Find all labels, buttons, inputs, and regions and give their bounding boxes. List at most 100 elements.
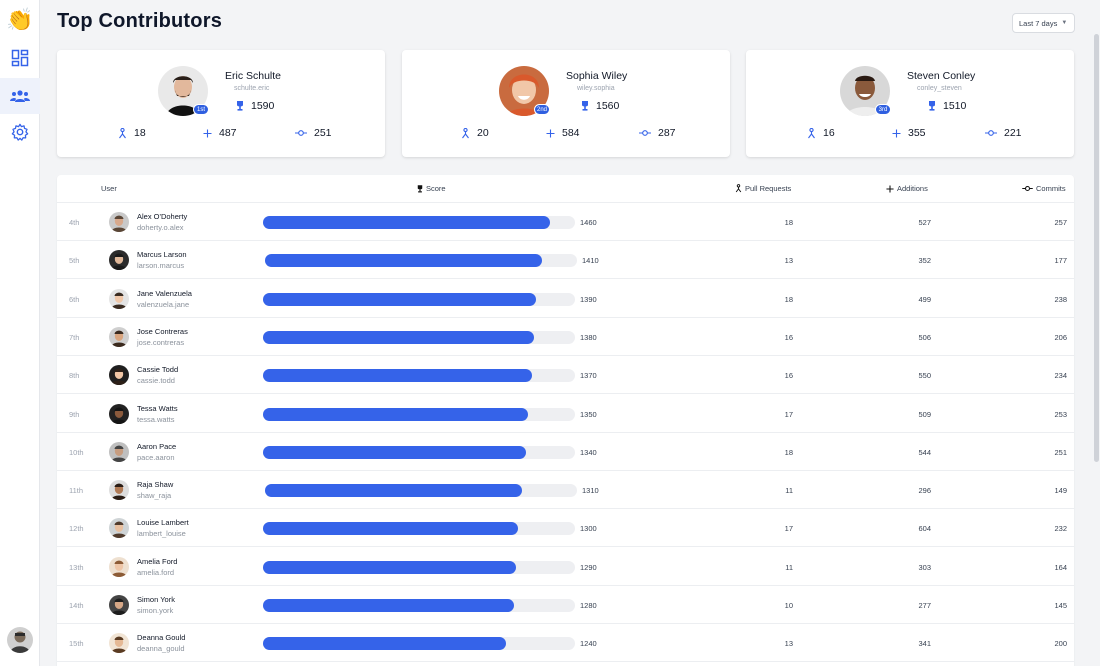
- additions-value: 550: [918, 371, 931, 381]
- header-user-label: User: [101, 184, 117, 193]
- score-value: 1290: [580, 562, 597, 572]
- header-user[interactable]: User: [101, 184, 117, 193]
- current-user-avatar[interactable]: [7, 627, 33, 653]
- commits-value: 221: [1004, 127, 1022, 139]
- additions-value: 506: [918, 332, 931, 342]
- additions-value: 355: [908, 127, 926, 139]
- contributor-handle: simon.york: [137, 606, 174, 615]
- score-bar: [263, 599, 575, 612]
- contributor-name: Marcus Larson: [137, 250, 187, 260]
- pull-requests-value: 16: [784, 332, 793, 342]
- score-bar-fill: [265, 254, 542, 268]
- score-value: 1460: [580, 218, 597, 227]
- pull-requests-value: 13: [784, 639, 793, 649]
- avatar: [109, 212, 129, 232]
- date-range-label: Last 7 days: [1019, 18, 1058, 28]
- pull-requests-value: 11: [785, 562, 793, 572]
- avatar: [109, 288, 129, 309]
- trophy-icon: [417, 184, 423, 193]
- table-row[interactable]: 11th Raja Shaw shaw_raja 1310 11 296 149: [57, 471, 1074, 510]
- top-contributor-card-1[interactable]: 1st Eric Schulte schulte.eric 1590 18 48…: [57, 50, 385, 157]
- table-row[interactable]: 7th Jose Contreras jose.contreras 1380 16 506…: [57, 318, 1074, 356]
- date-range-select[interactable]: Last 7 days ▼: [1012, 13, 1075, 33]
- header-commits[interactable]: Commits: [1022, 184, 1066, 193]
- header-additions[interactable]: Additions: [886, 184, 928, 193]
- table-row[interactable]: 5th Marcus Larson larson.marcus 1410 13 352 17…: [57, 241, 1074, 280]
- avatar: [109, 326, 129, 347]
- contributor-handle: larson.marcus: [137, 261, 185, 271]
- score-value: 1560: [596, 100, 620, 112]
- avatar: [109, 441, 129, 462]
- contributor-name: Amelia Ford: [137, 556, 178, 566]
- commits-value: 257: [1054, 218, 1067, 227]
- rank-label: 10th: [69, 447, 84, 457]
- plus-icon: [886, 184, 894, 193]
- dashboard-icon: [11, 49, 29, 67]
- pull-requests-value: 18: [784, 218, 793, 227]
- score-bar-fill: [263, 637, 507, 651]
- contributor-handle: schulte.eric: [234, 85, 270, 92]
- header-pull-requests[interactable]: Pull Requests: [735, 184, 791, 193]
- additions-value: 296: [918, 486, 931, 496]
- table-row[interactable]: 6th Jane Valenzuela valenzuela.jane 1390 18 4…: [57, 280, 1074, 318]
- commit-icon: [639, 129, 651, 137]
- nav-dashboard[interactable]: [0, 40, 40, 76]
- plus-icon: [203, 129, 212, 138]
- gear-icon: [11, 123, 29, 141]
- nav-contributors[interactable]: [0, 78, 40, 114]
- score-bar-fill: [263, 292, 536, 306]
- table-row[interactable]: 9th Tessa Watts tessa.watts 1350 17 509 253: [57, 395, 1074, 433]
- header-score-label: Score: [426, 184, 446, 193]
- table-row[interactable]: 15th Deanna Gould deanna_gould 1240 13 341 200: [57, 624, 1074, 663]
- score-bar: [263, 637, 575, 651]
- pull-requests-value: 18: [784, 294, 793, 304]
- contributor-handle: doherty.o.alex: [137, 223, 184, 232]
- table-header: User Score Pull Requests Additions Commi…: [57, 175, 1074, 203]
- additions-value: 487: [219, 127, 237, 139]
- contributor-name: Alex O'Doherty: [137, 212, 188, 221]
- commits-stat: 287: [639, 127, 676, 139]
- additions-value: 584: [562, 127, 580, 139]
- rank-label: 12th: [69, 524, 84, 534]
- table-row[interactable]: 10th Aaron Pace pace.aaron 1340 18 544 251: [57, 433, 1074, 471]
- table-row[interactable]: 13th Amelia Ford amelia.ford 1290 11 303 164: [57, 548, 1074, 586]
- commits-value: 251: [1054, 447, 1067, 457]
- avatar: [109, 365, 129, 386]
- table-row[interactable]: 12th Louise Lambert lambert_louise 1300 17 60…: [57, 509, 1074, 548]
- rank-badge: 2nd: [534, 104, 550, 115]
- trophy-icon: [928, 101, 936, 111]
- scrollbar[interactable]: [1092, 0, 1100, 666]
- score-bar-fill: [263, 216, 550, 229]
- additions-value: 604: [918, 524, 931, 534]
- commits-value: 164: [1054, 562, 1067, 572]
- table-row[interactable]: 14th Simon York simon.york 1280 10 277 145: [57, 586, 1074, 624]
- nav-settings[interactable]: [0, 114, 40, 150]
- rank-label: 6th: [69, 294, 80, 304]
- top-contributor-card-3[interactable]: 3rd Steven Conley conley_steven 1510 16 …: [746, 50, 1074, 157]
- avatar: [109, 556, 129, 577]
- app-logo[interactable]: 👏: [6, 7, 34, 32]
- rank-label: 4th: [69, 218, 80, 227]
- pull-requests-value: 17: [784, 409, 793, 419]
- score-bar-fill: [263, 330, 534, 344]
- additions-value: 527: [918, 218, 931, 227]
- commits-value: 238: [1054, 294, 1067, 304]
- score-bar-fill: [265, 484, 523, 498]
- rank-badge: 3rd: [875, 104, 891, 115]
- contributor-name: Cassie Todd: [137, 365, 179, 375]
- top-contributor-card-2[interactable]: 2nd Sophia Wiley wiley.sophia 1560 20 58…: [402, 50, 730, 157]
- commits-value: 177: [1054, 256, 1067, 266]
- pull-requests-value: 17: [784, 524, 793, 534]
- contributor-name: Deanna Gould: [137, 633, 186, 643]
- avatar: [109, 480, 129, 501]
- scrollbar-thumb[interactable]: [1094, 34, 1099, 462]
- table-row[interactable]: 4th Alex O'Doherty doherty.o.alex 1460 18 527…: [57, 203, 1074, 241]
- pull-requests-value: 18: [784, 447, 793, 457]
- table-row[interactable]: 8th Cassie Todd cassie.todd 1370 16 550 234: [57, 356, 1074, 395]
- score-bar: [263, 445, 575, 459]
- commits-value: 287: [658, 127, 676, 139]
- header-score[interactable]: Score: [417, 184, 446, 193]
- score-bar: [263, 292, 575, 306]
- contributor-handle: shaw_raja: [137, 491, 172, 501]
- additions-value: 277: [918, 601, 931, 610]
